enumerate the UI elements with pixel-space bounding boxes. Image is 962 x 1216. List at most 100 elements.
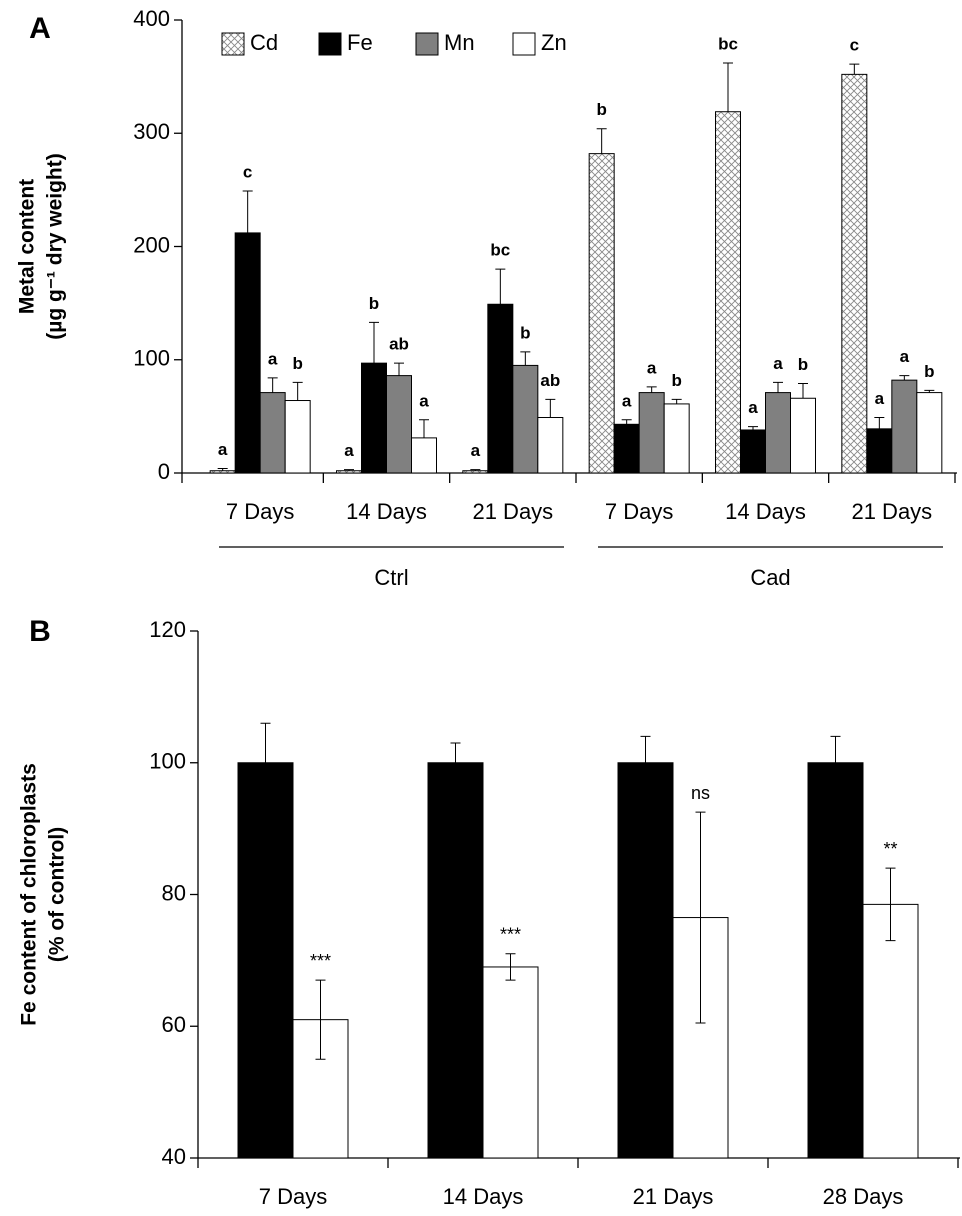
significance-label: a — [773, 354, 783, 373]
bar — [411, 437, 437, 474]
error-bar — [899, 375, 910, 381]
y-tick-label: 100 — [149, 749, 186, 774]
error-bar — [315, 979, 326, 1060]
significance-label: b — [596, 100, 606, 119]
bar — [237, 762, 294, 1159]
y-axis-title: (% of control) — [46, 827, 69, 962]
error-bar — [470, 469, 481, 471]
x-tick-label: 21 Days — [472, 499, 553, 524]
significance-label: a — [622, 391, 632, 410]
x-tick-label: 7 Days — [259, 1184, 327, 1209]
bar — [336, 470, 362, 474]
bar — [740, 429, 766, 474]
significance-label: c — [243, 162, 252, 181]
y-tick-label: 0 — [158, 459, 170, 484]
bar — [916, 392, 943, 474]
bar — [638, 392, 665, 474]
x-tick-label: 7 Days — [605, 499, 673, 524]
error-bar — [849, 63, 860, 75]
y-tick-label: 60 — [162, 1012, 186, 1037]
bar — [866, 428, 893, 474]
error-bar — [260, 722, 271, 803]
legend-swatch — [512, 32, 536, 56]
error-bar — [723, 62, 733, 112]
significance-label: b — [924, 362, 934, 381]
bar — [537, 417, 564, 474]
significance-label: a — [471, 441, 481, 460]
bar — [790, 397, 816, 474]
x-tick-label: 21 Days — [851, 499, 932, 524]
error-bar — [217, 467, 228, 471]
panel-letter: A — [29, 12, 51, 45]
error-bar — [545, 398, 556, 418]
significance-label: a — [268, 349, 278, 368]
bar — [613, 423, 640, 474]
significance-label: a — [875, 389, 885, 408]
y-axis-title: Fe content of chloroplasts — [18, 763, 41, 1026]
error-bar — [596, 128, 607, 154]
significance-label: b — [671, 371, 681, 390]
bar — [891, 379, 918, 474]
error-bar — [520, 351, 531, 366]
significance-label: c — [850, 36, 859, 55]
significance-label: a — [647, 358, 657, 377]
bar — [462, 470, 489, 474]
significance-label: bc — [490, 241, 510, 260]
error-bar — [450, 742, 461, 784]
bar — [617, 762, 674, 1159]
bar — [765, 392, 791, 474]
bar — [234, 232, 261, 474]
significance-label: a — [218, 440, 228, 459]
bar — [427, 762, 484, 1159]
x-tick-label: 21 Days — [633, 1184, 714, 1209]
legend-label: Mn — [444, 30, 475, 55]
bar — [807, 762, 864, 1159]
x-tick-label: 14 Days — [725, 499, 806, 524]
y-tick-label: 120 — [149, 617, 186, 642]
significance-label: b — [798, 355, 808, 374]
significance-label: ab — [540, 371, 560, 390]
bar — [841, 73, 868, 474]
significance-label: b — [369, 294, 379, 313]
error-bar — [924, 389, 935, 393]
significance-label: a — [900, 347, 910, 366]
error-bar — [344, 469, 354, 471]
legend-swatch — [318, 32, 342, 56]
panel-letter: B — [29, 615, 51, 648]
error-bar — [773, 381, 783, 393]
error-bar — [267, 377, 278, 393]
error-bar — [874, 417, 885, 429]
error-bar — [621, 419, 632, 425]
significance-label: a — [419, 391, 429, 410]
significance-label: ns — [691, 783, 710, 803]
legend-label: Cd — [250, 30, 278, 55]
group-label: Cad — [750, 565, 790, 590]
error-bar — [695, 811, 706, 1024]
legend-swatch — [415, 32, 439, 56]
bar — [715, 111, 741, 474]
error-bar — [495, 268, 506, 305]
bar — [663, 403, 690, 474]
bar — [361, 362, 387, 474]
y-tick-label: 80 — [162, 880, 186, 905]
y-tick-label: 400 — [133, 6, 170, 31]
significance-label: *** — [500, 925, 521, 945]
error-bar — [505, 953, 516, 981]
x-tick-label: 14 Days — [346, 499, 427, 524]
bar — [862, 903, 919, 1159]
y-tick-label: 40 — [162, 1144, 186, 1169]
legend-swatch — [221, 32, 245, 56]
error-bar — [640, 735, 651, 790]
y-tick-label: 200 — [133, 232, 170, 257]
x-tick-label: 14 Days — [443, 1184, 524, 1209]
error-bar — [369, 321, 379, 364]
x-tick-label: 28 Days — [823, 1184, 904, 1209]
error-bar — [292, 381, 303, 401]
error-bar — [748, 426, 758, 430]
y-tick-label: 300 — [133, 119, 170, 144]
x-tick-label: 7 Days — [226, 499, 294, 524]
error-bar — [394, 362, 404, 376]
group-label: Ctrl — [374, 565, 408, 590]
significance-label: ** — [883, 839, 897, 859]
